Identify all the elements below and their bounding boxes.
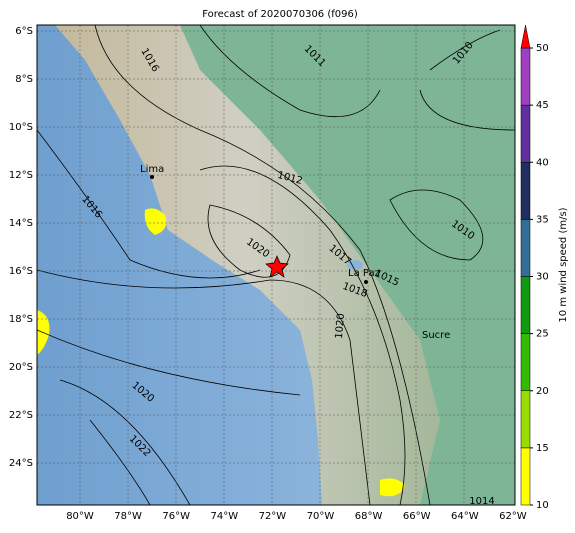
lon-label: 80°W (66, 511, 94, 522)
map-frame (36, 24, 516, 506)
colorbar-tick-label: 20 (536, 386, 549, 397)
colorbar-segment (520, 162, 531, 220)
lat-label: 22°S (9, 410, 33, 421)
lat-label: 24°S (9, 458, 33, 469)
lon-label: 70°W (307, 511, 335, 522)
colorbar-tick-label: 10 (536, 500, 549, 511)
place-label: Lima (140, 164, 164, 175)
colorbar-tick-label: 35 (536, 214, 549, 225)
lon-label: 64°W (451, 511, 479, 522)
colorbar-segment (520, 390, 531, 449)
colorbar-tick-label: 15 (536, 443, 549, 454)
lon-label: 74°W (210, 511, 238, 522)
colorbar-tick-label: 30 (536, 272, 549, 283)
lon-label: 78°W (114, 511, 142, 522)
colorbar-tick-label: 25 (536, 329, 549, 340)
colorbar-tick-label: 45 (536, 100, 549, 111)
colorbar-segment (520, 47, 531, 106)
lat-label: 20°S (9, 362, 33, 373)
place-label: La Paz (348, 268, 380, 279)
map-area (37, 25, 515, 505)
lon-label: 76°W (162, 511, 190, 522)
colorbar-tick-label: 40 (536, 157, 549, 168)
lon-label: 62°W (499, 511, 527, 522)
lat-label: 18°S (9, 314, 33, 325)
lon-label: 66°W (403, 511, 431, 522)
lon-label: 72°W (259, 511, 287, 522)
lat-label: 12°S (9, 170, 33, 181)
colorbar-segment (520, 104, 531, 163)
colorbar-label: 10 m wind speed (m/s) (558, 207, 569, 322)
contour-label: 1020 (334, 313, 347, 339)
lat-label: 6°S (15, 26, 33, 37)
lat-label: 8°S (15, 74, 33, 85)
place-label: Sucre (422, 330, 450, 341)
contour-label: 1014 (469, 496, 494, 507)
star-marker (265, 255, 289, 278)
colorbar-tick-label: 50 (536, 43, 549, 54)
colorbar-segment (520, 333, 531, 391)
lat-label: 16°S (9, 266, 33, 277)
lat-label: 14°S (9, 218, 33, 229)
map-title: Forecast of 2020070306 (f096) (202, 9, 358, 20)
lon-label: 68°W (355, 511, 383, 522)
lat-label: 10°S (9, 122, 33, 133)
colorbar-segment (520, 219, 531, 277)
colorbar-extend (520, 24, 531, 49)
colorbar-segment (520, 276, 531, 334)
colorbar-segment (520, 447, 531, 506)
